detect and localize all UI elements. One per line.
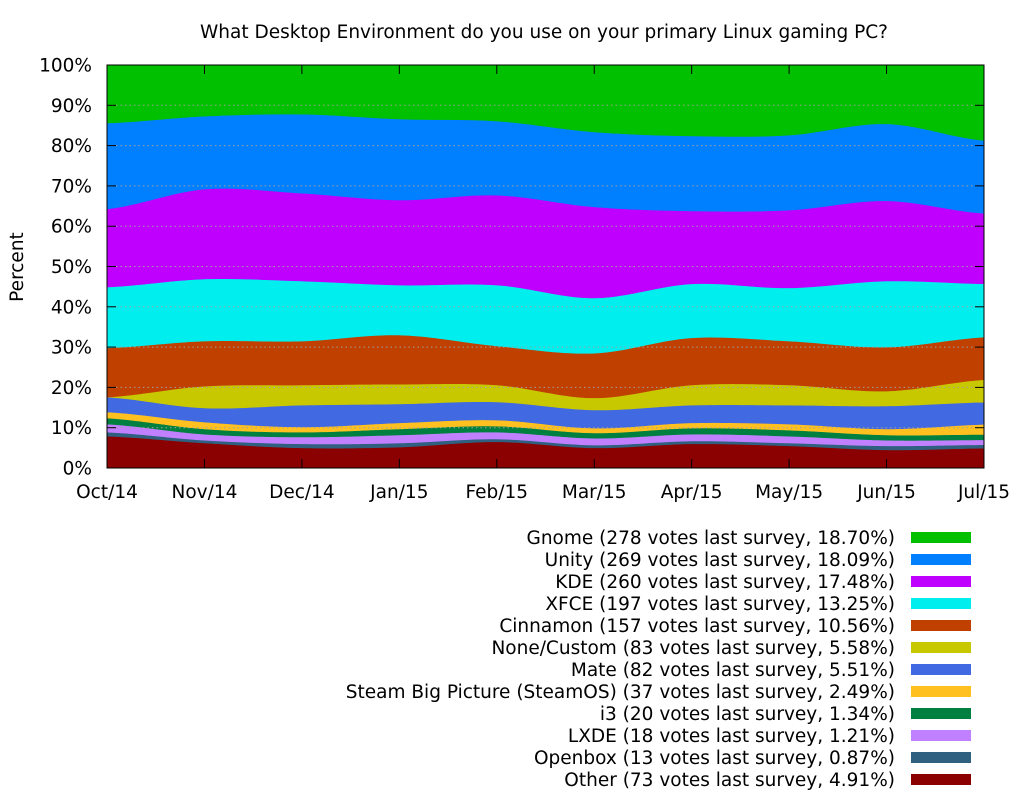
legend-label: i3 (20 votes last survey, 1.34%) [600,704,895,725]
x-tick-label: Oct/14 [76,482,138,503]
y-tick-label: 40% [51,297,92,318]
legend-item-other: Other (73 votes last survey, 4.91%) [564,770,971,791]
x-axis: Oct/14 Nov/14 Dec/14 Jan/15 Feb/15 Mar/15 Apr/… [76,65,1010,503]
legend-swatch [911,752,971,763]
legend-item-none-custom: None/Custom (83 votes last survey, 5.58%… [491,638,971,659]
legend-label: Openbox (13 votes last survey, 0.87%) [534,748,895,769]
legend-label: LXDE (18 votes last survey, 1.21%) [568,726,895,747]
legend-label: KDE (260 votes last survey, 17.48%) [555,572,895,593]
y-tick-label: 100% [39,56,92,77]
y-tick-label: 60% [51,217,92,238]
legend-swatch [911,686,971,697]
legend-label: Steam Big Picture (SteamOS) (37 votes la… [346,682,895,703]
legend-swatch [911,532,971,543]
x-tick-label: Jul/15 [957,482,1010,503]
legend-item-cinnamon: Cinnamon (157 votes last survey, 10.56%) [499,616,971,637]
chart-title: What Desktop Environment do you use on y… [200,22,888,43]
y-tick-label: 0% [63,459,92,480]
x-tick-label: Mar/15 [562,482,627,503]
y-tick-label: 10% [51,418,92,439]
legend-item-kde: KDE (260 votes last survey, 17.48%) [555,572,971,593]
x-tick-label: May/15 [755,482,823,503]
y-tick-label: 80% [51,136,92,157]
legend-swatch [911,554,971,565]
legend-label: Gnome (278 votes last survey, 18.70%) [526,528,895,549]
legend-item-gnome: Gnome (278 votes last survey, 18.70%) [526,528,971,549]
y-axis-label: Percent [7,232,28,302]
x-tick-label: Nov/14 [171,482,237,503]
y-tick-label: 50% [51,257,92,278]
y-axis: 0% 10% 20% 30% 40% 50% 60% 70% 80% 90% 100% [39,56,984,480]
legend-item-mate: Mate (82 votes last survey, 5.51%) [571,660,971,681]
legend-swatch [911,642,971,653]
legend-item-xfce: XFCE (197 votes last survey, 13.25%) [545,594,971,615]
legend-item-steam-big-picture: Steam Big Picture (SteamOS) (37 votes la… [346,682,971,703]
legend-item-i3: i3 (20 votes last survey, 1.34%) [600,704,971,725]
legend-swatch [911,598,971,609]
legend-label: Other (73 votes last survey, 4.91%) [564,770,895,791]
x-tick-label: Jun/15 [856,482,916,503]
legend-swatch [911,576,971,587]
x-tick-label: Feb/15 [466,482,529,503]
legend-swatch [911,730,971,741]
x-tick-label: Apr/15 [661,482,723,503]
x-tick-label: Dec/14 [269,482,335,503]
legend-label: Mate (82 votes last survey, 5.51%) [571,660,895,681]
y-tick-label: 20% [51,378,92,399]
stacked-areas [106,64,985,469]
legend-label: XFCE (197 votes last survey, 13.25%) [545,594,895,615]
legend-label: Unity (269 votes last survey, 18.09%) [545,550,895,571]
legend-swatch [911,708,971,719]
legend-item-unity: Unity (269 votes last survey, 18.09%) [545,550,971,571]
legend-label: None/Custom (83 votes last survey, 5.58%… [491,638,895,659]
legend: Gnome (278 votes last survey, 18.70%)Uni… [346,528,971,791]
legend-item-openbox: Openbox (13 votes last survey, 0.87%) [534,748,971,769]
legend-item-lxde: LXDE (18 votes last survey, 1.21%) [568,726,971,747]
y-tick-label: 90% [51,96,92,117]
legend-swatch [911,774,971,785]
legend-label: Cinnamon (157 votes last survey, 10.56%) [499,616,895,637]
legend-swatch [911,620,971,631]
y-tick-label: 30% [51,338,92,359]
x-tick-label: Jan/15 [369,482,428,503]
legend-swatch [911,664,971,675]
y-tick-label: 70% [51,176,92,197]
